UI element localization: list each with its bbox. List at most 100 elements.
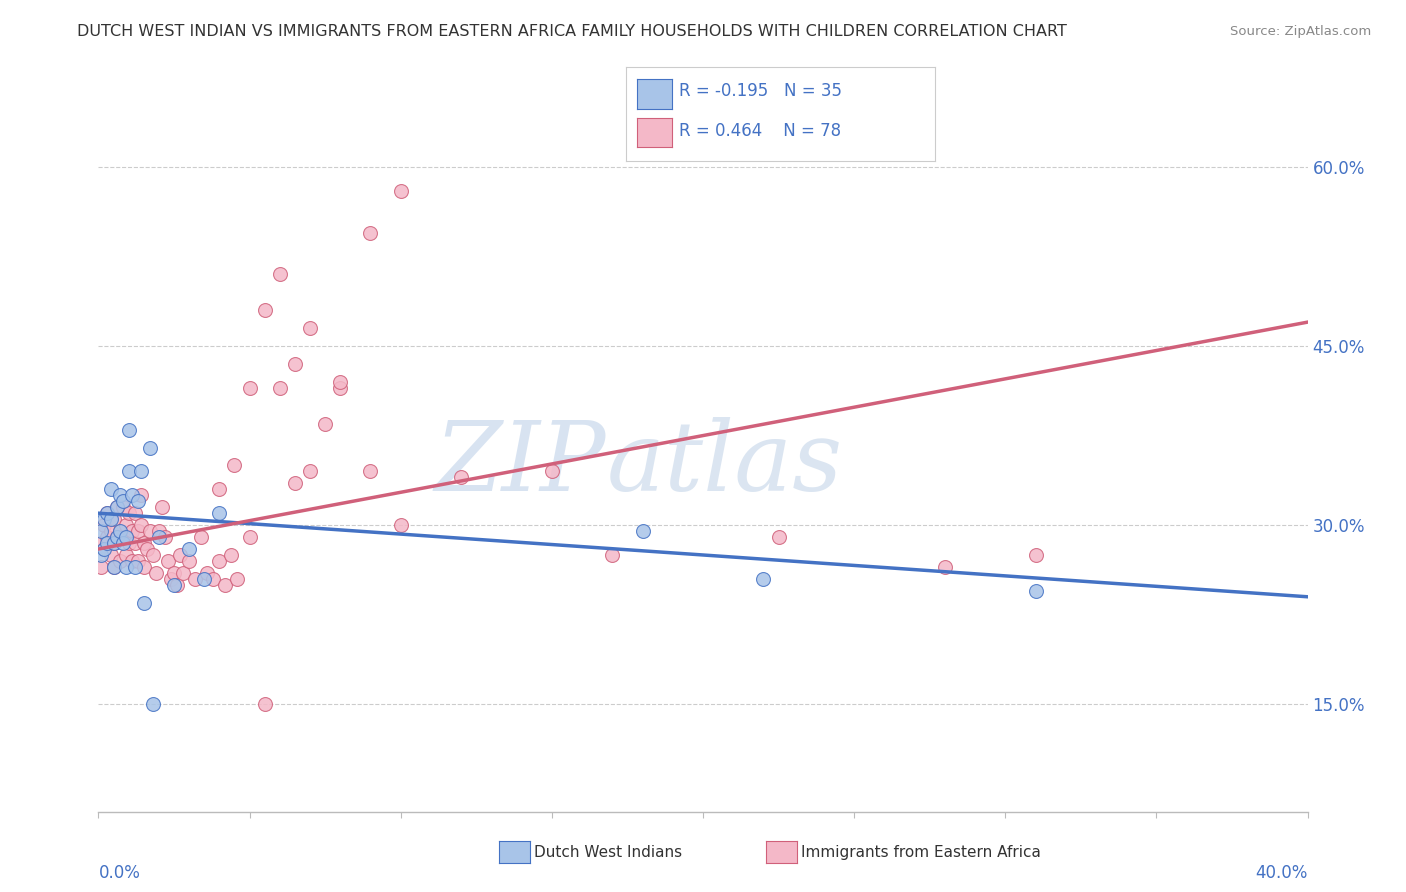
- Point: [118, 464, 141, 478]
- Point: [148, 530, 170, 544]
- Point: [90, 560, 112, 574]
- Text: R = 0.464    N = 78: R = 0.464 N = 78: [679, 122, 841, 140]
- Point: [90, 524, 112, 538]
- Point: [148, 524, 170, 538]
- Point: [208, 506, 231, 520]
- Point: [132, 596, 155, 610]
- Point: [124, 506, 146, 520]
- Point: [540, 464, 562, 478]
- Point: [752, 572, 775, 586]
- Point: [127, 494, 149, 508]
- Text: DUTCH WEST INDIAN VS IMMIGRANTS FROM EASTERN AFRICA FAMILY HOUSEHOLDS WITH CHILD: DUTCH WEST INDIAN VS IMMIGRANTS FROM EAS…: [77, 24, 1067, 38]
- Point: [269, 381, 291, 395]
- Text: 40.0%: 40.0%: [1256, 863, 1308, 881]
- Point: [114, 560, 136, 574]
- Point: [108, 554, 131, 568]
- Point: [768, 530, 790, 544]
- Point: [163, 566, 186, 580]
- Point: [114, 518, 136, 533]
- Point: [108, 524, 131, 538]
- Point: [100, 483, 122, 497]
- Point: [96, 536, 118, 550]
- Point: [129, 518, 152, 533]
- Point: [96, 506, 118, 520]
- Point: [284, 357, 307, 371]
- Point: [284, 476, 307, 491]
- Point: [111, 500, 134, 515]
- Point: [253, 698, 276, 712]
- Point: [190, 530, 212, 544]
- Point: [114, 548, 136, 562]
- Point: [172, 566, 194, 580]
- Point: [360, 464, 382, 478]
- Point: [93, 541, 115, 556]
- Point: [226, 572, 249, 586]
- Point: [202, 572, 225, 586]
- Point: [142, 548, 165, 562]
- Point: [179, 554, 201, 568]
- Point: [108, 488, 131, 502]
- Point: [124, 560, 146, 574]
- Point: [103, 560, 125, 574]
- Point: [156, 554, 179, 568]
- Point: [208, 554, 231, 568]
- Point: [132, 536, 155, 550]
- Point: [121, 488, 143, 502]
- Point: [118, 506, 141, 520]
- Point: [195, 566, 218, 580]
- Point: [105, 530, 128, 544]
- Point: [145, 566, 167, 580]
- Point: [389, 184, 412, 198]
- Point: [193, 572, 215, 586]
- Point: [169, 548, 191, 562]
- Point: [299, 321, 322, 335]
- Point: [163, 578, 186, 592]
- Point: [221, 548, 243, 562]
- Point: [93, 512, 115, 526]
- Point: [111, 494, 134, 508]
- Point: [166, 578, 188, 592]
- Point: [314, 417, 336, 431]
- Point: [132, 560, 155, 574]
- Point: [450, 470, 472, 484]
- Point: [160, 572, 183, 586]
- Point: [360, 226, 382, 240]
- Point: [239, 530, 262, 544]
- Point: [299, 464, 322, 478]
- Point: [96, 530, 118, 544]
- Point: [329, 375, 352, 389]
- Point: [105, 500, 128, 515]
- Point: [214, 578, 236, 592]
- Point: [934, 560, 956, 574]
- Text: atlas: atlas: [606, 417, 842, 511]
- Point: [90, 536, 112, 550]
- Point: [121, 524, 143, 538]
- Point: [103, 512, 125, 526]
- Point: [93, 518, 115, 533]
- Text: Immigrants from Eastern Africa: Immigrants from Eastern Africa: [801, 846, 1042, 860]
- Point: [239, 381, 262, 395]
- Point: [224, 458, 246, 473]
- Point: [96, 506, 118, 520]
- Point: [153, 530, 176, 544]
- Point: [103, 536, 125, 550]
- Point: [127, 554, 149, 568]
- Point: [100, 512, 122, 526]
- Point: [139, 441, 162, 455]
- Point: [1024, 548, 1046, 562]
- Point: [118, 423, 141, 437]
- Point: [139, 524, 162, 538]
- Point: [114, 530, 136, 544]
- Point: [184, 572, 207, 586]
- Point: [253, 303, 276, 318]
- Text: Dutch West Indians: Dutch West Indians: [534, 846, 682, 860]
- Point: [127, 524, 149, 538]
- Point: [129, 488, 152, 502]
- Point: [389, 518, 412, 533]
- Point: [124, 536, 146, 550]
- Point: [90, 548, 112, 562]
- Point: [1024, 583, 1046, 598]
- Text: 0.0%: 0.0%: [98, 863, 141, 881]
- Point: [105, 500, 128, 515]
- Point: [150, 500, 173, 515]
